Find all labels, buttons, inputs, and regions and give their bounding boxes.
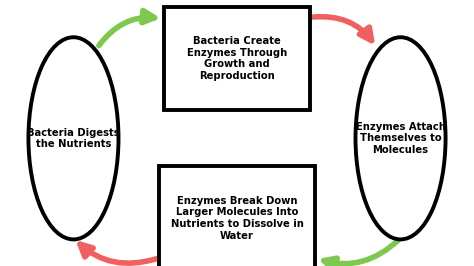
FancyArrowPatch shape bbox=[99, 10, 155, 46]
Text: Bacteria Digests
the Nutrients: Bacteria Digests the Nutrients bbox=[27, 127, 120, 149]
Text: Enzymes Break Down
Larger Molecules Into
Nutrients to Dissolve in
Water: Enzymes Break Down Larger Molecules Into… bbox=[171, 196, 303, 240]
FancyBboxPatch shape bbox=[159, 166, 315, 266]
FancyArrowPatch shape bbox=[324, 240, 399, 266]
FancyArrowPatch shape bbox=[313, 17, 372, 41]
Ellipse shape bbox=[28, 37, 118, 239]
Text: Enzymes Attach
Themselves to
Molecules: Enzymes Attach Themselves to Molecules bbox=[356, 122, 446, 155]
Ellipse shape bbox=[356, 37, 446, 239]
FancyBboxPatch shape bbox=[164, 7, 310, 110]
Text: Bacteria Create
Enzymes Through
Growth and
Reproduction: Bacteria Create Enzymes Through Growth a… bbox=[187, 36, 287, 81]
FancyArrowPatch shape bbox=[80, 244, 156, 263]
